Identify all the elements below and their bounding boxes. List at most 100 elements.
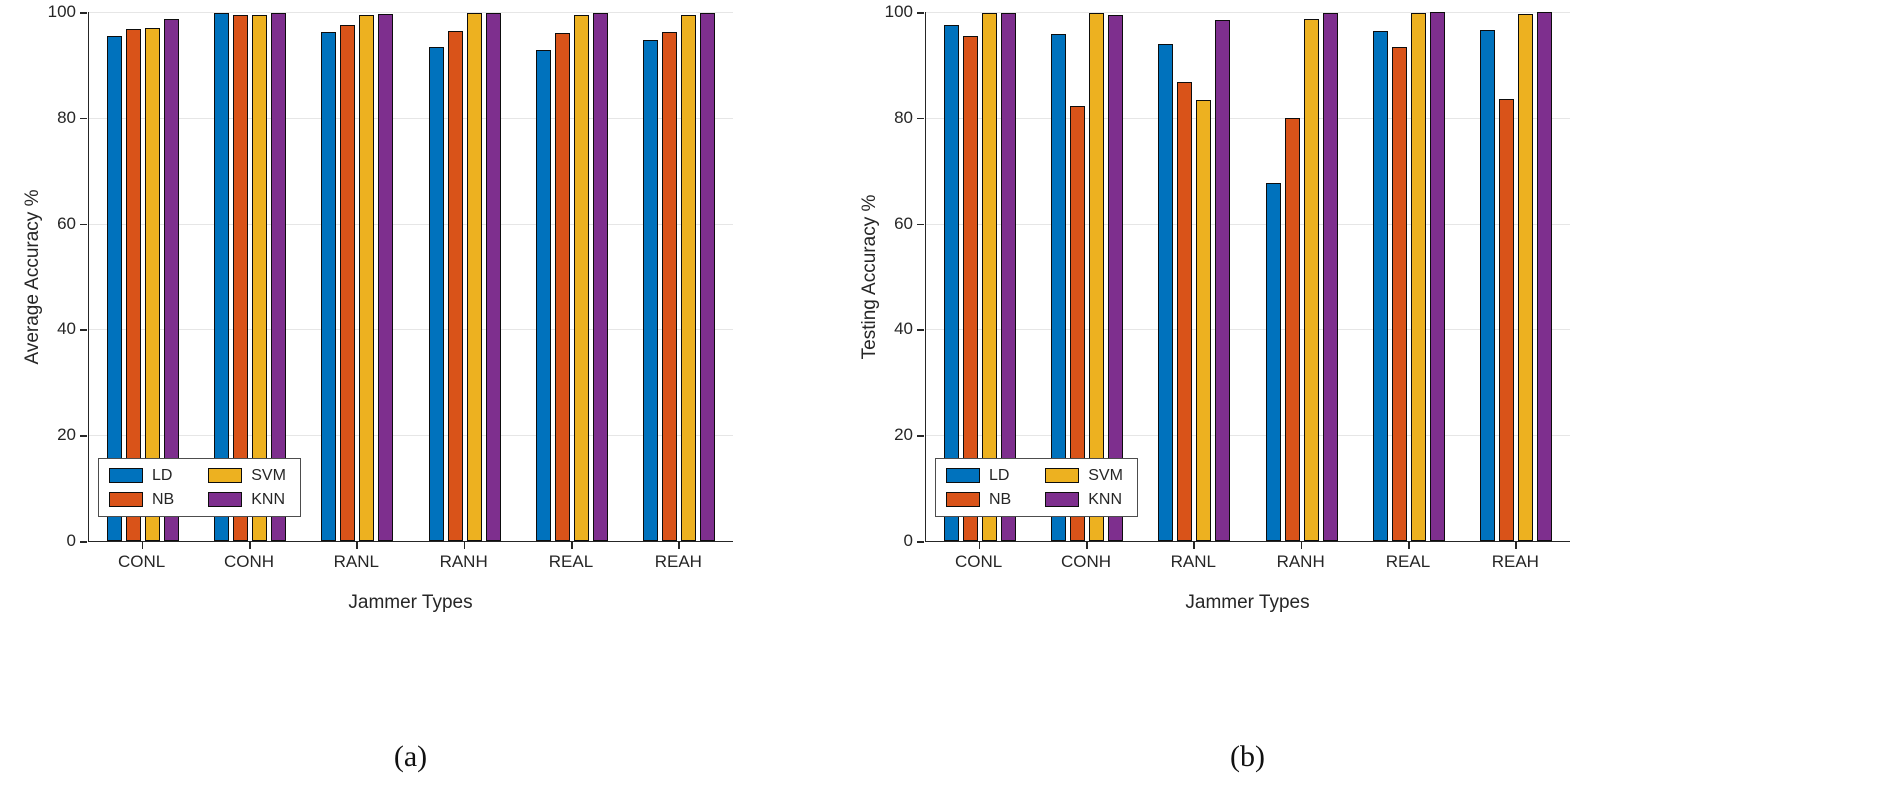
- bar-knn-reah: [1537, 12, 1552, 541]
- gridline: [89, 223, 733, 225]
- gridline: [89, 117, 733, 119]
- y-tick-mark: [80, 117, 87, 120]
- bar-knn-real: [593, 13, 608, 541]
- subfigure-caption-b: (b): [1230, 740, 1265, 773]
- bar-svm-conl: [982, 13, 997, 541]
- bar-nb-reah: [1499, 99, 1514, 541]
- y-axis-label: Average Accuracy %: [22, 189, 43, 365]
- bar-nb-conl: [963, 36, 978, 541]
- x-tick-mark: [1300, 542, 1303, 549]
- x-tick-mark: [141, 542, 144, 549]
- y-tick-mark: [917, 541, 924, 543]
- bar-knn-conl: [1001, 13, 1016, 541]
- bar-svm-conh: [252, 15, 267, 541]
- bar-knn-conh: [271, 13, 286, 541]
- y-tick-mark: [917, 12, 924, 14]
- ytick-label: 100: [47, 2, 76, 21]
- legend-item-svm: SVM: [1045, 467, 1123, 484]
- bar-svm-ranl: [359, 15, 374, 541]
- bar-nb-ranh: [1285, 118, 1300, 541]
- x-tick-mark: [1193, 542, 1195, 549]
- legend-label: SVM: [1088, 467, 1123, 484]
- x-tick-mark: [463, 542, 466, 549]
- gridline: [89, 435, 733, 437]
- gridline: [89, 12, 733, 13]
- legend-swatch-ld: [946, 468, 980, 483]
- bar-svm-ranl: [1196, 100, 1211, 541]
- legend-label: SVM: [251, 467, 286, 484]
- x-tick-mark: [978, 542, 981, 549]
- legend-swatch-svm: [208, 468, 243, 483]
- legend-item-knn: KNN: [1045, 491, 1123, 508]
- legend-swatch-knn: [208, 492, 243, 507]
- bar-nb-ranh: [448, 31, 463, 541]
- gridline: [926, 12, 1570, 13]
- legend: LD NB SVM KNN: [98, 458, 301, 517]
- xtick-label: RANL: [333, 552, 379, 571]
- x-tick-mark: [356, 542, 358, 549]
- y-tick-mark: [917, 223, 924, 226]
- ytick-label: 40: [57, 319, 76, 339]
- gridline: [926, 329, 1570, 331]
- legend-swatch-nb: [109, 492, 143, 507]
- bar-ld-reah: [1480, 30, 1495, 541]
- legend-label: KNN: [251, 491, 286, 508]
- x-tick-mark: [1086, 542, 1088, 549]
- xtick-label: CONH: [1060, 552, 1112, 571]
- legend-swatch-nb: [946, 492, 980, 507]
- gridline: [926, 435, 1570, 437]
- bar-svm-ranh: [467, 13, 482, 541]
- ytick-label: 20: [894, 425, 913, 445]
- bar-nb-reah: [662, 32, 677, 541]
- y-tick-mark: [80, 541, 87, 543]
- xtick-label: CONL: [955, 552, 1003, 571]
- legend-label: NB: [989, 491, 1012, 508]
- legend-label: LD: [989, 467, 1010, 484]
- bar-nb-ranl: [340, 25, 355, 541]
- bar-nb-conh: [1070, 106, 1085, 541]
- xtick-label: CONL: [118, 552, 166, 571]
- gridline: [926, 117, 1570, 119]
- xtick-label: RANL: [1170, 552, 1216, 571]
- y-tick-mark: [917, 329, 924, 331]
- subfigure-caption-a: (a): [393, 740, 428, 773]
- chart-testing-accuracy: Testing Accuracy % LD NB SVM KNN Jammer Typ…: [837, 0, 1667, 807]
- bar-ld-real: [536, 50, 551, 541]
- legend-item-ld: LD: [109, 467, 174, 484]
- ytick-label: 100: [884, 2, 913, 21]
- y-tick-mark: [80, 329, 87, 331]
- bar-ld-conh: [1051, 34, 1066, 541]
- bar-ld-conl: [107, 36, 122, 541]
- bar-ld-ranl: [321, 32, 336, 541]
- y-tick-mark: [80, 435, 87, 437]
- bar-ld-ranl: [1158, 44, 1173, 541]
- ytick-label: 0: [903, 531, 913, 550]
- bar-knn-ranl: [1215, 20, 1230, 541]
- bar-nb-conh: [233, 15, 248, 541]
- gridline: [89, 329, 733, 331]
- bar-knn-reah: [700, 13, 715, 541]
- y-tick-mark: [917, 117, 924, 120]
- bar-knn-ranl: [378, 14, 393, 541]
- bar-nb-real: [555, 33, 570, 541]
- y-tick-mark: [80, 12, 87, 14]
- bar-svm-real: [1411, 13, 1426, 541]
- xtick-label: RANH: [439, 552, 488, 571]
- legend-label: KNN: [1088, 491, 1123, 508]
- bar-knn-conh: [1108, 15, 1123, 541]
- bar-svm-reah: [1518, 14, 1533, 541]
- x-tick-mark: [678, 542, 680, 549]
- bar-svm-real: [574, 15, 589, 541]
- legend-swatch-svm: [1045, 468, 1080, 483]
- x-tick-mark: [1515, 542, 1517, 549]
- legend-label: NB: [152, 491, 175, 508]
- bar-svm-reah: [681, 15, 696, 541]
- xtick-label: REAH: [654, 552, 702, 571]
- legend-swatch-knn: [1045, 492, 1080, 507]
- bar-knn-conl: [164, 19, 179, 541]
- bar-nb-conl: [126, 29, 141, 541]
- legend-swatch-ld: [109, 468, 143, 483]
- bar-knn-real: [1430, 12, 1445, 541]
- x-tick-mark: [571, 542, 573, 549]
- bar-knn-ranh: [486, 13, 501, 541]
